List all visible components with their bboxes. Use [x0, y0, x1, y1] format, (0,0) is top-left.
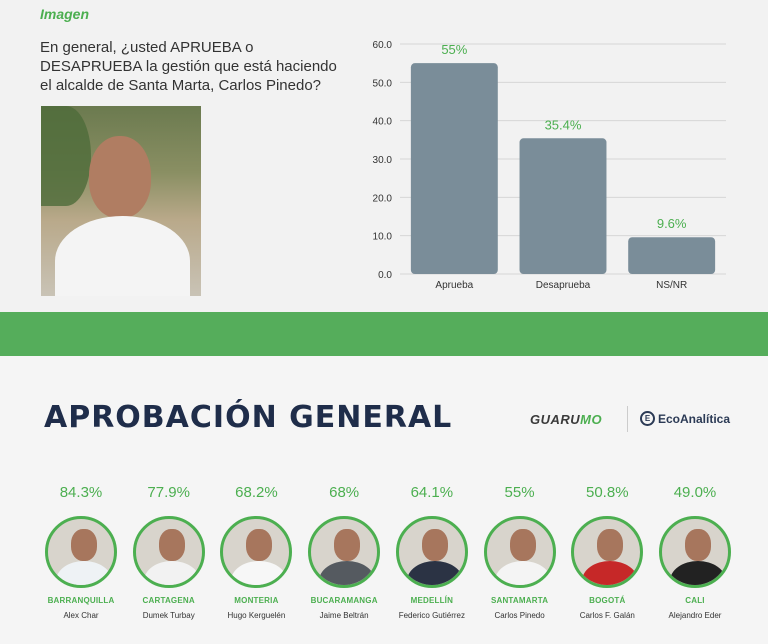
mayor-avatar — [395, 516, 468, 588]
x-tick-label: Desaprueba — [536, 280, 591, 291]
city-label: CALI — [685, 596, 705, 605]
general-approval-panel: APROBACIÓN GENERAL GUARUMO E EcoAnalític… — [0, 356, 768, 644]
mayor-card: 55% SANTAMARTA Carlos Pinedo — [475, 484, 565, 620]
mayor-photo — [41, 106, 201, 296]
approval-percent: 68.2% — [235, 484, 278, 501]
x-tick-label: Aprueba — [435, 280, 473, 291]
avatar-face-shape — [597, 529, 624, 561]
survey-question: En general, ¿usted APRUEBA o DESAPRUEBA … — [40, 39, 337, 94]
mayor-list: 84.3% BARRANQUILLA Alex Char 77.9% CARTAGENA… — [40, 484, 740, 644]
avatar-shirt-shape — [582, 561, 639, 585]
y-tick-label: 10.0 — [373, 232, 393, 243]
mayor-avatar — [45, 516, 117, 588]
avatar-shirt-shape — [670, 561, 726, 585]
approval-percent: 68% — [329, 484, 360, 501]
survey-panel: Imagen En general, ¿usted APRUEBA o DESA… — [0, 0, 768, 312]
avatar-shirt-shape — [143, 561, 200, 585]
mayor-card: 68.2% MONTERIA Hugo Kerguelén — [211, 484, 301, 620]
mayor-avatar — [132, 516, 205, 588]
mayor-name: Carlos F. Galán — [579, 611, 635, 620]
bar-value-label: 35.4% — [545, 117, 582, 132]
bar — [628, 237, 716, 274]
mayor-name: Jaime Beltrán — [319, 611, 369, 620]
city-label: CARTAGENA — [142, 596, 195, 605]
city-label: SANTAMARTA — [490, 596, 549, 605]
mayor-avatar — [483, 516, 556, 588]
green-band — [0, 312, 768, 356]
mayor-card: 49.0% CALI Alejandro Eder — [650, 484, 740, 620]
face-shape — [89, 136, 151, 218]
mayor-name: Hugo Kerguelén — [227, 611, 286, 620]
avatar-face-shape — [158, 529, 185, 561]
ecoanalitica-logo: E EcoAnalítica — [640, 411, 730, 426]
avatar-face-shape — [71, 529, 97, 561]
avatar-face-shape — [685, 529, 711, 561]
headline: APROBACIÓN GENERAL — [44, 400, 453, 435]
mayor-card: 68% BUCARAMANGA Jaime Beltrán — [299, 484, 389, 620]
bar — [410, 63, 498, 274]
y-tick-label: 30.0 — [373, 155, 393, 166]
city-label: BUCARAMANGA — [310, 596, 378, 605]
bar-value-label: 9.6% — [657, 216, 687, 231]
avatar-face-shape — [421, 529, 448, 561]
x-tick-label: NS/NR — [656, 280, 687, 291]
section-tag: Imagen — [40, 6, 90, 22]
avatar-face-shape — [509, 529, 536, 561]
approval-percent: 49.0% — [673, 484, 717, 501]
guarumo-logo-part-a: GUARU — [530, 412, 581, 427]
shirt-shape — [55, 216, 190, 296]
avatar-shirt-shape — [494, 561, 551, 585]
mayor-avatar — [571, 516, 644, 588]
approval-percent: 77.9% — [147, 484, 190, 501]
mayor-card: 50.8% BOGOTÁ Carlos F. Galán — [562, 484, 652, 620]
approval-percent: 84.3% — [59, 484, 103, 501]
mayor-name: Alex Char — [63, 611, 99, 620]
approval-percent: 55% — [504, 484, 535, 501]
ecoanalitica-logo-text: EcoAnalítica — [658, 411, 731, 426]
mayor-avatar — [220, 516, 293, 588]
y-tick-label: 40.0 — [373, 117, 393, 128]
y-tick-label: 0.0 — [378, 270, 392, 281]
y-tick-label: 60.0 — [373, 40, 393, 51]
avatar-shirt-shape — [319, 561, 376, 585]
mayor-card: 64.1% MEDELLÍN Federico Gutiérrez — [387, 484, 477, 620]
avatar-shirt-shape — [56, 561, 112, 585]
y-tick-label: 20.0 — [373, 193, 393, 204]
approval-percent: 50.8% — [586, 484, 629, 501]
mayor-name: Carlos Pinedo — [494, 611, 545, 620]
avatar-face-shape — [246, 529, 273, 561]
guarumo-logo-part-b: MO — [580, 412, 603, 427]
city-label: MONTERIA — [234, 596, 279, 605]
mayor-card: 77.9% CARTAGENA Dumek Turbay — [124, 484, 214, 620]
guarumo-logo: GUARUMO — [530, 412, 602, 427]
chart-svg: 0.0 10.0 20.0 30.0 40.0 50.0 60.0 55% Aprueba 35.… — [373, 40, 726, 291]
y-tick-label: 50.0 — [373, 78, 393, 89]
ecoanalitica-mark-icon: E — [640, 411, 655, 426]
avatar-shirt-shape — [231, 561, 288, 585]
mayor-name: Alejandro Eder — [668, 611, 722, 620]
city-label: MEDELLÍN — [410, 596, 454, 605]
bar — [519, 138, 607, 274]
logo-divider — [627, 406, 628, 432]
palm-leaf-shape — [41, 106, 91, 206]
mayor-card: 84.3% BARRANQUILLA Alex Char — [36, 484, 126, 620]
mayor-name: Federico Gutiérrez — [398, 611, 465, 620]
avatar-face-shape — [334, 529, 361, 561]
bar-value-label: 55% — [441, 42, 467, 57]
approval-bar-chart: 0.0 10.0 20.0 30.0 40.0 50.0 60.0 55% Aprueba 35.… — [360, 30, 740, 300]
mayor-name: Dumek Turbay — [142, 611, 195, 620]
mayor-avatar — [659, 516, 731, 588]
city-label: BOGOTÁ — [589, 596, 626, 605]
city-label: BARRANQUILLA — [47, 596, 115, 605]
approval-percent: 64.1% — [410, 484, 454, 501]
mayor-avatar — [308, 516, 381, 588]
avatar-shirt-shape — [406, 561, 463, 585]
